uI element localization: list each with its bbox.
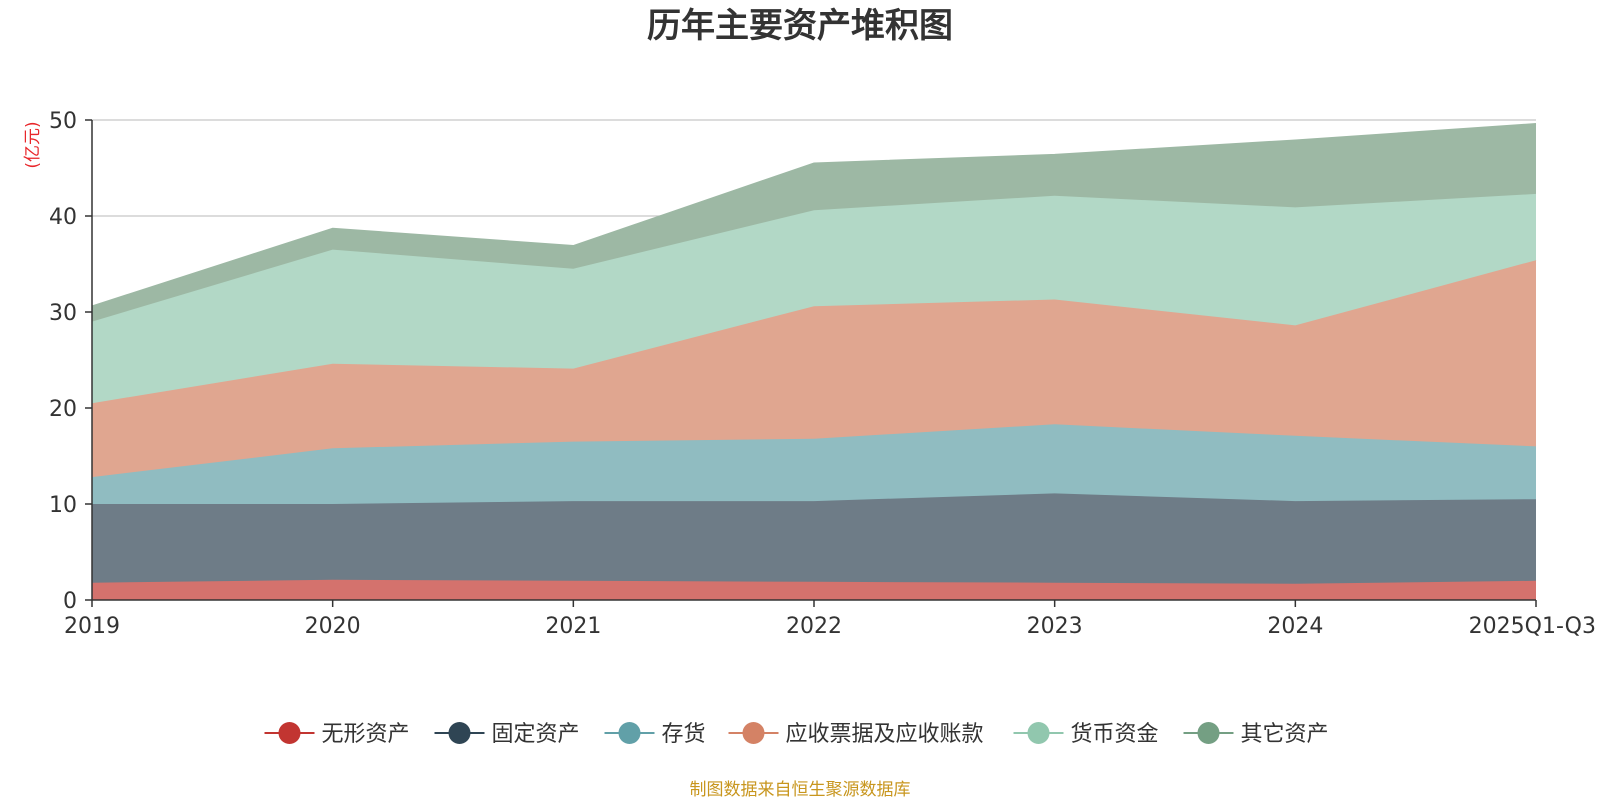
legend-marker xyxy=(1027,722,1050,744)
y-tick-label: 10 xyxy=(49,493,77,518)
legend-label: 固定资产 xyxy=(492,722,580,747)
x-tick-label: 2025Q1-Q3 xyxy=(1469,614,1596,639)
legend-marker xyxy=(278,722,301,744)
legend-label: 其它资产 xyxy=(1241,722,1329,747)
y-tick-label: 40 xyxy=(49,205,77,230)
legend-item-4[interactable]: 货币资金 xyxy=(1013,722,1159,747)
area-top-line-5 xyxy=(91,123,1537,307)
area-series-5[interactable] xyxy=(92,123,1536,322)
legend-item-1[interactable]: 固定资产 xyxy=(434,722,580,747)
y-axis-unit: (亿元) xyxy=(23,121,43,168)
legend-label: 无形资产 xyxy=(322,722,410,747)
axes: 0 10 20 30 40 50 2019 2020 2021 2022 2023 2024 2025Q… xyxy=(49,109,1596,639)
legend[interactable]: 无形资产 固定资产 存货 应收票据及应收账款 货币资金 其它资产 xyxy=(264,722,1329,747)
legend-label: 应收票据及应收账款 xyxy=(786,722,984,747)
y-tick-label: 20 xyxy=(49,397,77,422)
legend-marker xyxy=(1197,722,1220,744)
area-series-2[interactable] xyxy=(92,424,1536,504)
x-tick-label: 2022 xyxy=(786,614,842,639)
source-note: 制图数据来自恒生聚源数据库 xyxy=(690,780,911,800)
legend-marker xyxy=(448,722,471,744)
legend-label: 存货 xyxy=(662,722,706,747)
legend-item-2[interactable]: 存货 xyxy=(604,722,706,747)
legend-marker xyxy=(742,722,765,744)
area-series-0[interactable] xyxy=(92,579,1536,600)
x-tick-label: 2021 xyxy=(545,614,601,639)
y-tick-label: 0 xyxy=(63,589,77,614)
chart-title: 历年主要资产堆积图 xyxy=(647,6,953,46)
x-tick-label: 2019 xyxy=(64,614,120,639)
legend-label: 货币资金 xyxy=(1071,722,1159,747)
area-series-1[interactable] xyxy=(92,493,1536,584)
area-series-4[interactable] xyxy=(92,193,1536,404)
legend-marker xyxy=(618,722,641,744)
area-series xyxy=(91,123,1537,600)
y-tick-label: 30 xyxy=(49,301,77,326)
area-series-3[interactable] xyxy=(92,260,1536,478)
legend-item-5[interactable]: 其它资产 xyxy=(1183,722,1329,747)
y-tick-label: 50 xyxy=(49,109,77,134)
x-tick-label: 2024 xyxy=(1267,614,1323,639)
legend-item-3[interactable]: 应收票据及应收账款 xyxy=(728,722,984,747)
x-tick-label: 2020 xyxy=(305,614,361,639)
legend-item-0[interactable]: 无形资产 xyxy=(264,722,410,747)
x-tick-label: 2023 xyxy=(1027,614,1083,639)
